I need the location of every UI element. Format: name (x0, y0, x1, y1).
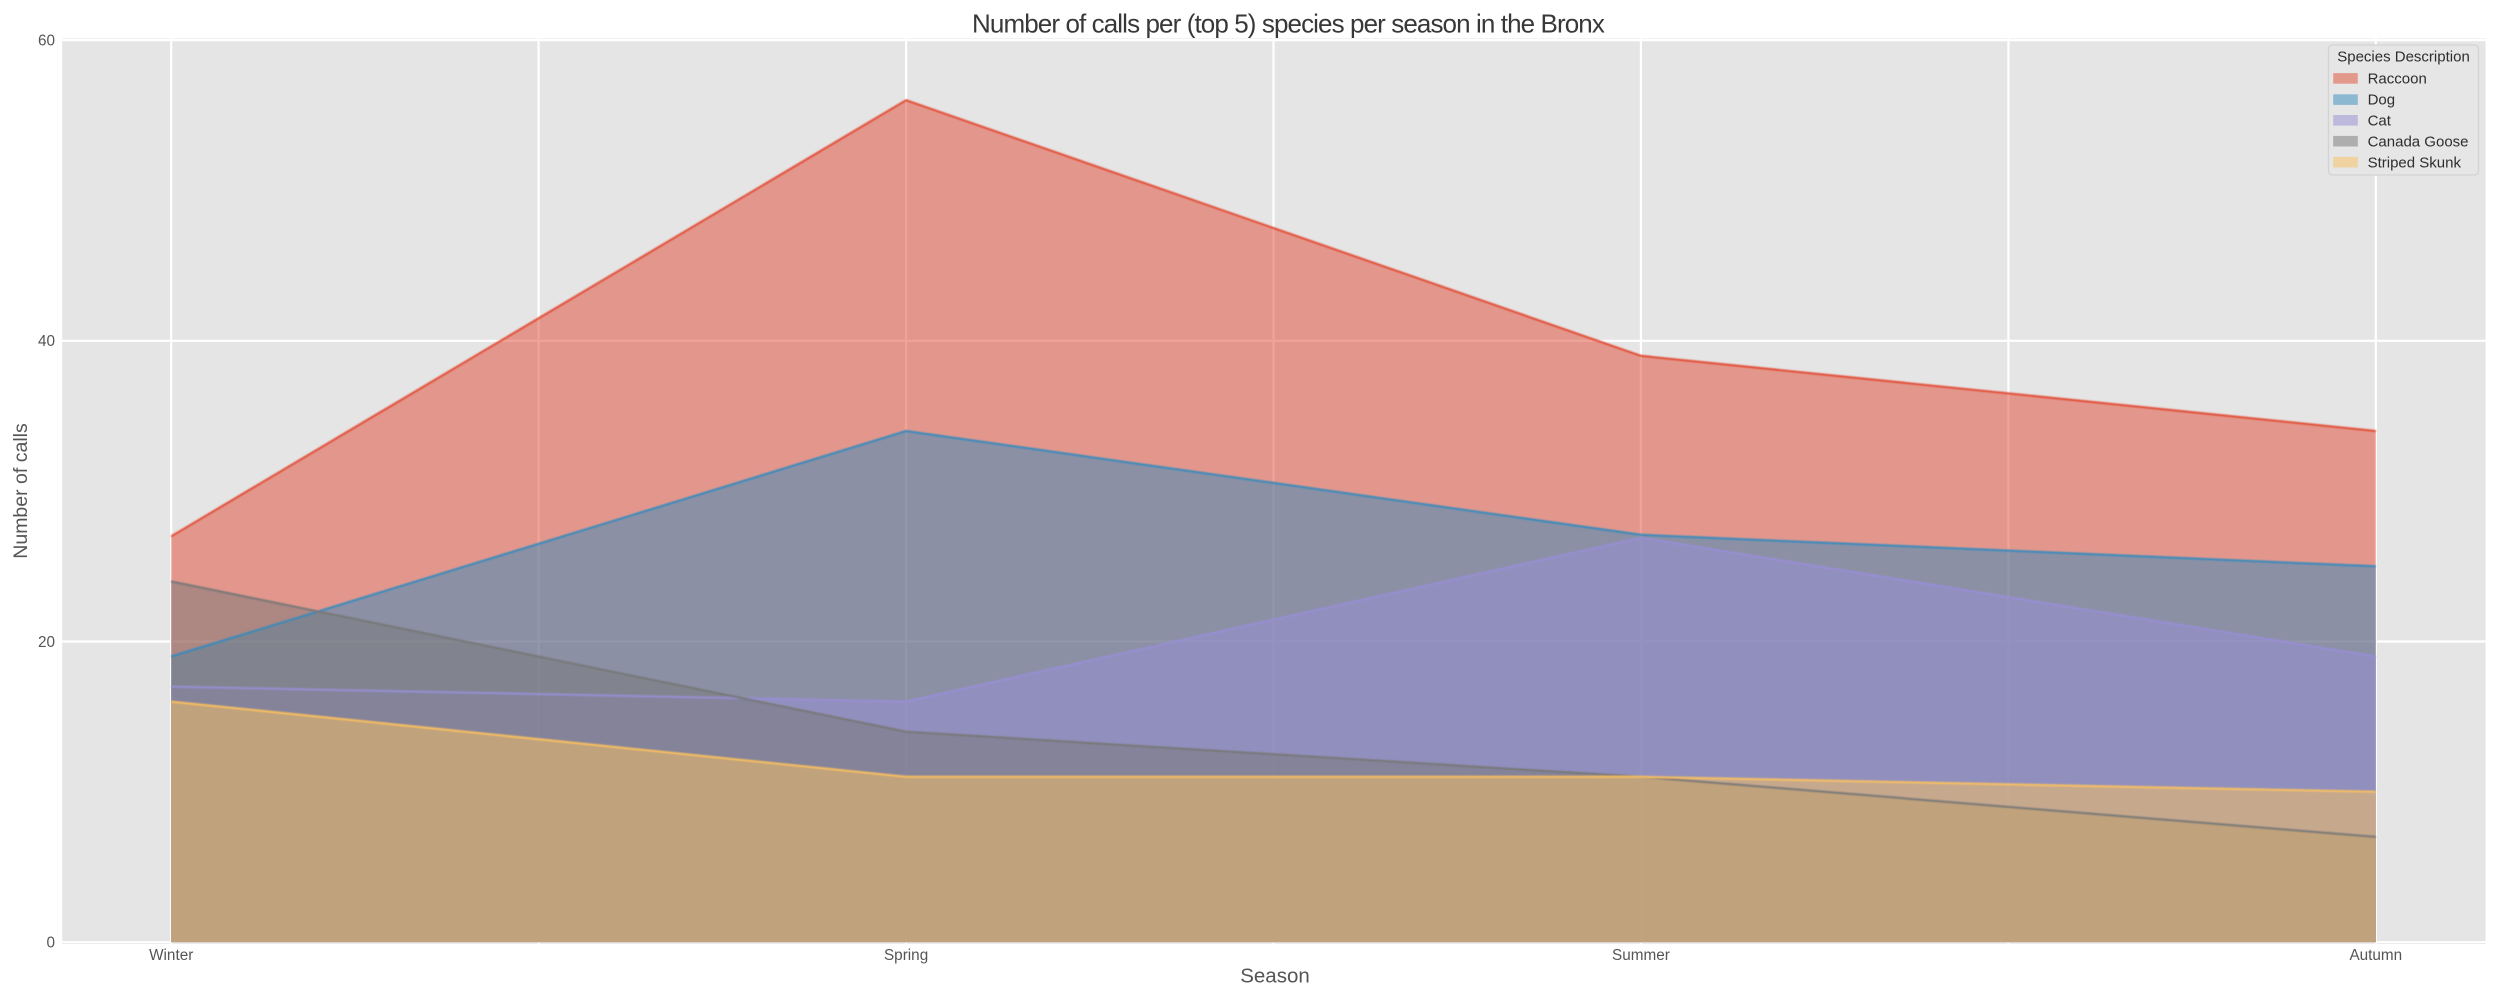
svg-text:Species Description: Species Description (2337, 49, 2470, 66)
svg-text:Winter: Winter (149, 947, 193, 964)
svg-text:Raccoon: Raccoon (2368, 71, 2427, 88)
svg-text:Number of calls: Number of calls (10, 423, 32, 559)
svg-text:Summer: Summer (1612, 947, 1670, 964)
svg-text:20: 20 (38, 634, 55, 651)
svg-text:40: 40 (38, 333, 55, 350)
svg-text:Autumn: Autumn (2349, 947, 2402, 964)
svg-text:Season: Season (1240, 964, 1310, 987)
svg-text:Striped Skunk: Striped Skunk (2368, 154, 2462, 171)
svg-text:60: 60 (38, 32, 55, 49)
svg-text:Cat: Cat (2368, 112, 2392, 129)
svg-text:0: 0 (46, 935, 55, 952)
svg-text:Dog: Dog (2368, 92, 2396, 109)
svg-text:Number of calls per (top 5) sp: Number of calls per (top 5) species per … (972, 9, 1605, 39)
svg-text:Canada Goose: Canada Goose (2368, 133, 2469, 150)
svg-text:Spring: Spring (884, 947, 928, 964)
